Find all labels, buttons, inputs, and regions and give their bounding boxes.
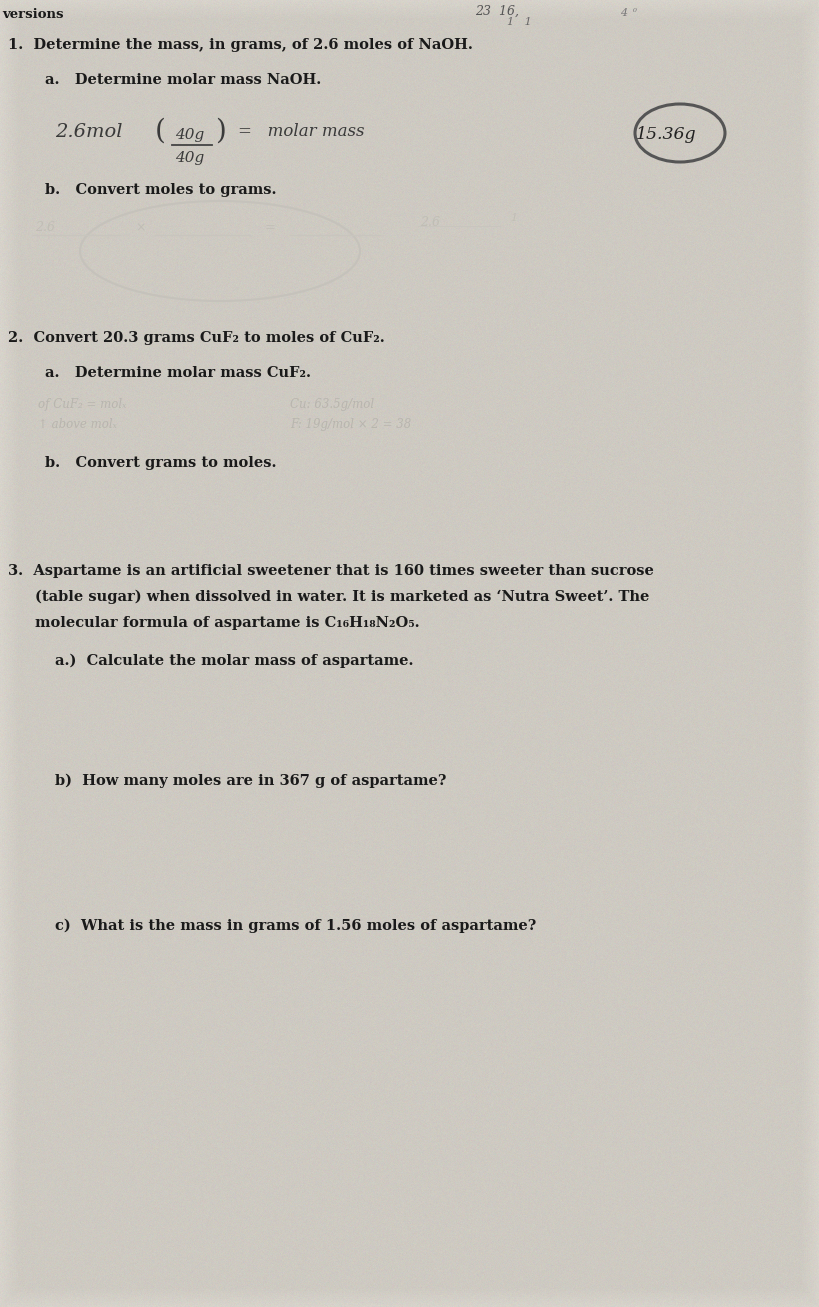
Text: 2.  Convert 20.3 grams CuF₂ to moles of CuF₂.: 2. Convert 20.3 grams CuF₂ to moles of C…	[8, 331, 384, 345]
Text: 2.6: 2.6	[35, 221, 55, 234]
Text: of CuF₂ = molₓ: of CuF₂ = molₓ	[38, 399, 126, 410]
Text: 15.36g: 15.36g	[636, 125, 696, 142]
Text: versions: versions	[2, 8, 63, 21]
Text: (: (	[155, 118, 165, 145]
Text: ×: ×	[135, 221, 145, 234]
Text: ): )	[215, 118, 225, 145]
Text: 1: 1	[509, 213, 517, 223]
Text: 2.6mol: 2.6mol	[55, 123, 122, 141]
Text: b.   Convert moles to grams.: b. Convert moles to grams.	[45, 183, 276, 197]
Text: c)  What is the mass in grams of 1.56 moles of aspartame?: c) What is the mass in grams of 1.56 mol…	[55, 919, 536, 933]
Text: 4: 4	[619, 8, 627, 18]
Text: 1.  Determine the mass, in grams, of 2.6 moles of NaOH.: 1. Determine the mass, in grams, of 2.6 …	[8, 38, 473, 52]
Text: =: =	[265, 221, 275, 234]
Text: (table sugar) when dissolved in water. It is marketed as ‘Nutra Sweet’. The: (table sugar) when dissolved in water. I…	[35, 589, 649, 604]
Text: 1   1: 1 1	[506, 17, 531, 27]
Text: ↑ above molₓ: ↑ above molₓ	[38, 418, 116, 431]
Text: 40g: 40g	[174, 152, 204, 165]
Text: 23  16,: 23 16,	[474, 5, 518, 18]
Text: 40g: 40g	[174, 128, 204, 142]
Text: Cu: 63.5g/mol: Cu: 63.5g/mol	[290, 399, 373, 410]
Text: =   molar mass: = molar mass	[238, 123, 364, 140]
Text: b)  How many moles are in 367 g of aspartame?: b) How many moles are in 367 g of aspart…	[55, 774, 446, 788]
Text: a.)  Calculate the molar mass of aspartame.: a.) Calculate the molar mass of aspartam…	[55, 654, 413, 668]
Text: F: 19g/mol × 2 = 38: F: 19g/mol × 2 = 38	[290, 418, 411, 431]
Text: 3.  Aspartame is an artificial sweetener that is 160 times sweeter than sucrose: 3. Aspartame is an artificial sweetener …	[8, 565, 653, 578]
Text: b.   Convert grams to moles.: b. Convert grams to moles.	[45, 456, 276, 471]
Text: molecular formula of aspartame is C₁₆H₁₈N₂O₅.: molecular formula of aspartame is C₁₆H₁₈…	[35, 616, 419, 630]
Text: a.   Determine molar mass NaOH.: a. Determine molar mass NaOH.	[45, 73, 321, 88]
Text: 2.6: 2.6	[419, 216, 440, 229]
Text: a.   Determine molar mass CuF₂.: a. Determine molar mass CuF₂.	[45, 366, 310, 380]
Text: ₀: ₀	[631, 5, 635, 14]
